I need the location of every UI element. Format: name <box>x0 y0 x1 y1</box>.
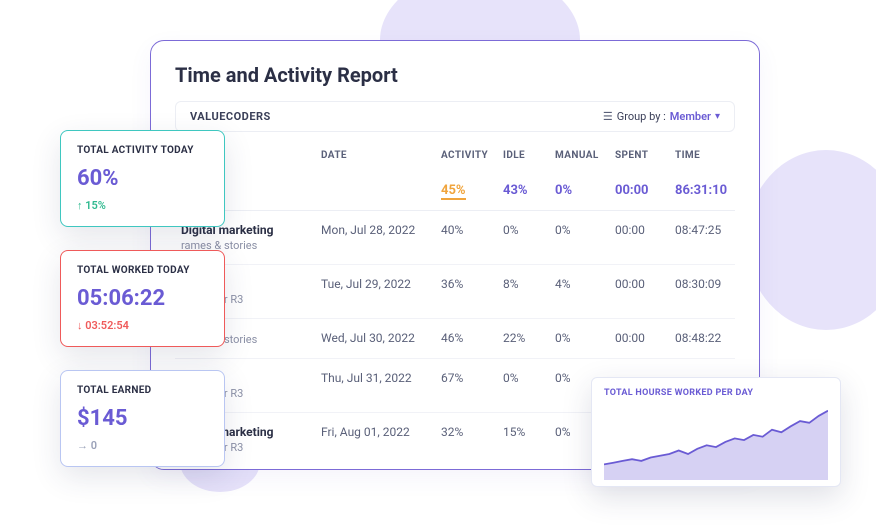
cell-activity: 46% <box>441 331 503 345</box>
summary-time: 86:31:10 <box>675 183 745 198</box>
report-toolbar: VALUECODERS ☰ Group by : Member ▾ <box>175 101 735 132</box>
stat-card-worked-today: TOTAL WORKED TODAY 05:06:22 ↓ 03:52:54 <box>60 250 225 347</box>
cell-activity: 40% <box>441 223 503 237</box>
summary-date <box>321 183 441 198</box>
cell-date: Mon, Jul 28, 2022 <box>321 223 441 237</box>
summary-idle: 43% <box>503 183 555 198</box>
filter-icon: ☰ <box>603 110 613 123</box>
cell-spent: 00:00 <box>615 331 675 345</box>
col-time[interactable]: TIME <box>675 150 745 161</box>
cell-idle: 22% <box>503 331 555 345</box>
stat-card-activity-today: TOTAL ACTIVITY TODAY 60% ↑ 15% <box>60 130 225 227</box>
cell-activity: 32% <box>441 425 503 439</box>
col-manual[interactable]: MANUAL <box>555 150 615 161</box>
hours-chart-card: TOTAL HOURSE WORKED PER DAY <box>591 377 841 487</box>
summary-manual: 0% <box>555 183 615 198</box>
table-row[interactable]: nsre List for R3Tue, Jul 29, 202236%8%4%… <box>175 265 735 319</box>
cell-manual: 4% <box>555 277 615 291</box>
group-by-label: Group by : <box>617 110 666 123</box>
stat-label: TOTAL EARNED <box>77 385 208 396</box>
table-row[interactable]: rames & storiesWed, Jul 30, 202246%22%0%… <box>175 319 735 359</box>
cell-spent: 00:00 <box>615 277 675 291</box>
cell-manual: 0% <box>555 331 615 345</box>
cell-idle: 8% <box>503 277 555 291</box>
cell-date: Wed, Jul 30, 2022 <box>321 331 441 345</box>
cell-time: 08:30:09 <box>675 277 745 291</box>
cell-project: Digital marketingrames & stories <box>181 223 321 252</box>
cell-date: Thu, Jul 31, 2022 <box>321 371 441 385</box>
stat-delta: ↓ 03:52:54 <box>77 319 208 332</box>
summary-activity: 45% <box>441 183 466 200</box>
col-spent[interactable]: SPENT <box>615 150 675 161</box>
cell-idle: 15% <box>503 425 555 439</box>
cell-activity: 67% <box>441 371 503 385</box>
chart-title: TOTAL HOURSE WORKED PER DAY <box>604 388 828 398</box>
cell-idle: 0% <box>503 223 555 237</box>
col-activity[interactable]: ACTIVITY <box>441 150 503 161</box>
stat-card-earned: TOTAL EARNED $145 → 0 <box>60 370 225 467</box>
group-by-dropdown[interactable]: ☰ Group by : Member ▾ <box>603 110 720 123</box>
page-title: Time and Activity Report <box>175 63 735 87</box>
stat-delta: ↑ 15% <box>77 199 208 212</box>
cell-spent: 00:00 <box>615 223 675 237</box>
cell-manual: 0% <box>555 223 615 237</box>
cell-date: Fri, Aug 01, 2022 <box>321 425 441 439</box>
cell-activity: 36% <box>441 277 503 291</box>
col-date[interactable]: DATE <box>321 150 441 161</box>
background-blob <box>746 150 876 330</box>
cell-time: 08:47:25 <box>675 223 745 237</box>
stat-value: $145 <box>77 406 208 431</box>
stat-value: 60% <box>77 166 208 191</box>
col-idle[interactable]: IDLE <box>503 150 555 161</box>
cell-date: Tue, Jul 29, 2022 <box>321 277 441 291</box>
org-label[interactable]: VALUECODERS <box>190 110 271 123</box>
table-header: LS ↑ DATE ACTIVITY IDLE MANUAL SPENT TIM… <box>175 140 735 171</box>
summary-spent: 00:00 <box>615 183 675 198</box>
table-summary-row[interactable]: rd 45% 43% 0% 00:00 86:31:10 <box>175 171 735 211</box>
cell-idle: 0% <box>503 371 555 385</box>
group-by-value: Member <box>670 110 711 123</box>
stat-delta: → 0 <box>77 439 208 452</box>
table-row[interactable]: Digital marketingrames & storiesMon, Jul… <box>175 211 735 265</box>
stat-label: TOTAL WORKED TODAY <box>77 265 208 276</box>
stat-value: 05:06:22 <box>77 286 208 311</box>
hours-area-chart <box>604 402 828 480</box>
stat-label: TOTAL ACTIVITY TODAY <box>77 145 208 156</box>
cell-time: 08:48:22 <box>675 331 745 345</box>
chevron-down-icon: ▾ <box>715 111 720 122</box>
